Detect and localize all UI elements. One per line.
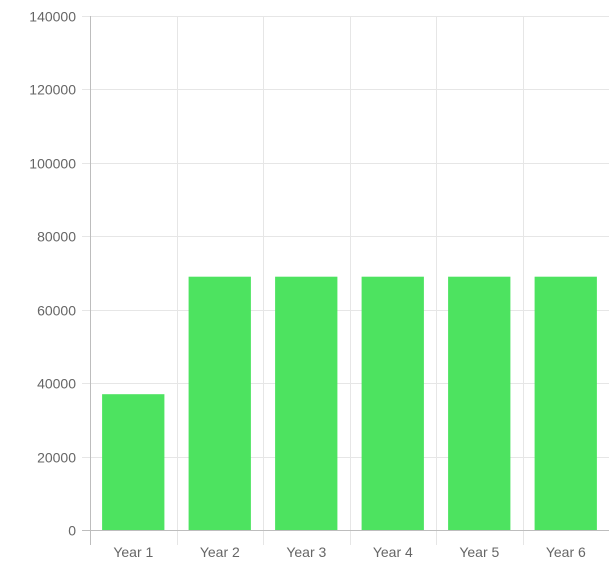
y-tick-label: 40000 bbox=[37, 376, 76, 392]
y-axis-ticks: 0 20000 40000 60000 80000 100000 120000 140000 bbox=[29, 9, 76, 539]
y-tick-label: 60000 bbox=[37, 303, 76, 319]
x-tick-label: Year 3 bbox=[286, 544, 326, 560]
bar-year-1 bbox=[102, 394, 165, 530]
x-axis-ticks: Year 1 Year 2 Year 3 Year 4 Year 5 Year 6 bbox=[113, 544, 586, 560]
y-tick-label: 0 bbox=[68, 523, 76, 539]
y-tick-label: 80000 bbox=[37, 229, 76, 245]
y-tick-label: 100000 bbox=[29, 156, 76, 172]
x-tick-label: Year 5 bbox=[459, 544, 499, 560]
y-tick-label: 140000 bbox=[29, 9, 76, 25]
y-tick-label: 120000 bbox=[29, 82, 76, 98]
x-tick-label: Year 6 bbox=[546, 544, 586, 560]
bars bbox=[102, 276, 597, 530]
bar-year-6 bbox=[534, 276, 597, 530]
grid bbox=[82, 16, 609, 545]
x-tick-label: Year 4 bbox=[373, 544, 413, 560]
x-tick-label: Year 1 bbox=[113, 544, 153, 560]
bar-year-5 bbox=[448, 276, 511, 530]
y-tick-label: 20000 bbox=[37, 450, 76, 466]
axes bbox=[82, 16, 609, 545]
bar-year-4 bbox=[361, 276, 424, 530]
bar-year-2 bbox=[188, 276, 251, 530]
x-tick-label: Year 2 bbox=[200, 544, 240, 560]
bar-year-3 bbox=[275, 276, 338, 530]
